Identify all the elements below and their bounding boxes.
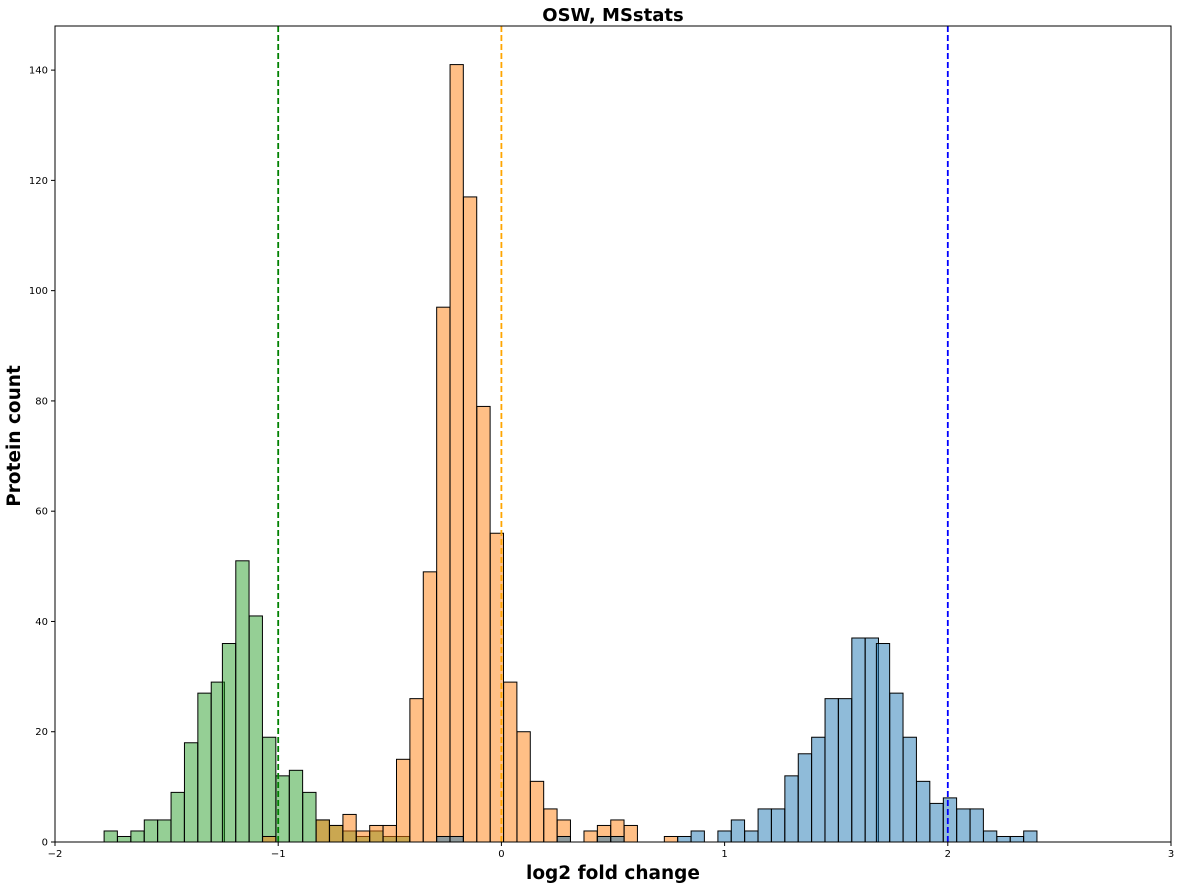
histogram-bar <box>422 571 438 843</box>
y-tick-label: 100 <box>29 286 48 297</box>
histogram-bar <box>342 813 357 843</box>
histogram-bar <box>262 736 277 843</box>
histogram-bar <box>476 405 491 843</box>
histogram-bar <box>623 824 638 843</box>
y-axis-label: Protein count <box>4 365 25 507</box>
histogram-bar <box>396 758 411 843</box>
histogram-bar <box>744 830 759 843</box>
histogram-bar <box>235 560 250 843</box>
histogram-bar <box>690 830 705 843</box>
histogram-bar <box>824 698 839 843</box>
histogram-bar <box>302 791 317 843</box>
histogram-bar <box>784 775 799 843</box>
histogram-bar <box>663 835 679 843</box>
histogram-bar <box>329 824 344 843</box>
histogram-bar <box>503 681 518 843</box>
histogram-bar <box>436 306 451 843</box>
histogram-bar <box>996 835 1011 843</box>
x-tick-label: −2 <box>48 849 63 860</box>
histogram-bar <box>103 830 118 843</box>
histogram-bar <box>851 637 866 843</box>
histogram-bar <box>197 692 212 843</box>
histogram-bar <box>130 830 145 843</box>
histogram-bar <box>369 824 384 843</box>
histogram-bar <box>143 819 159 843</box>
histogram-bar <box>315 819 330 843</box>
histogram-bar <box>942 797 958 843</box>
chart-title: OSW, MSstats <box>542 5 683 26</box>
y-tick-label: 140 <box>29 66 48 77</box>
histogram-bar <box>730 819 746 843</box>
histogram-bar <box>889 692 904 843</box>
y-tick-label: 0 <box>42 838 48 849</box>
histogram-bar <box>355 830 371 843</box>
reference-lines-layer <box>277 26 949 842</box>
x-tick-label: 2 <box>945 849 951 860</box>
x-tick-label: 0 <box>498 849 504 860</box>
histogram-bar <box>382 824 397 843</box>
histogram-bar <box>610 835 625 843</box>
x-ticks-layer: −2 −1 0 1 2 3 <box>48 842 1174 860</box>
histogram-bar <box>1023 830 1038 843</box>
histogram-bar <box>556 835 571 843</box>
histogram-bar <box>717 830 732 843</box>
histogram-bar <box>449 64 464 843</box>
bars-layer <box>103 64 1038 843</box>
histogram-bar <box>596 835 612 843</box>
x-axis-label: log2 fold change <box>526 863 700 884</box>
histogram-bar <box>956 808 971 843</box>
x-tick-label: 1 <box>721 849 727 860</box>
histogram-bar <box>837 698 853 843</box>
histogram-bar <box>811 736 826 843</box>
histogram-bar <box>262 835 277 843</box>
histogram-bar <box>969 808 984 843</box>
histogram-bar <box>757 808 772 843</box>
histogram-bar <box>221 643 237 843</box>
histogram-bar <box>875 643 891 843</box>
y-tick-label: 120 <box>29 176 48 187</box>
histogram-bar <box>677 835 692 843</box>
y-tick-label: 60 <box>35 507 48 518</box>
histogram-bar <box>436 835 451 843</box>
histogram-bar <box>916 780 931 843</box>
histogram-bar <box>157 819 172 843</box>
histogram-bar <box>462 196 478 843</box>
histogram-bar <box>583 830 598 843</box>
histogram-bar <box>516 731 531 843</box>
x-tick-label: −1 <box>271 849 286 860</box>
histogram-bar <box>929 802 944 843</box>
histogram-bar <box>183 742 199 843</box>
histogram-bar <box>770 808 786 843</box>
histogram-bar <box>529 780 545 843</box>
y-tick-label: 80 <box>35 396 48 407</box>
histogram-bar <box>117 835 132 843</box>
y-tick-label: 20 <box>35 727 48 738</box>
y-ticks-layer: 0 20 40 60 80 100 120 140 <box>29 66 55 849</box>
histogram-bar <box>409 698 424 843</box>
histogram-bar <box>797 753 813 843</box>
histogram-bar <box>983 830 998 843</box>
histogram-bar <box>543 808 558 843</box>
histogram-bar <box>449 835 464 843</box>
histogram-bar <box>288 769 304 843</box>
histogram-bar <box>902 736 917 843</box>
histogram-bar <box>170 791 185 843</box>
y-tick-label: 40 <box>35 617 48 628</box>
x-tick-label: 3 <box>1168 849 1174 860</box>
histogram-bar <box>1009 835 1025 843</box>
plot-frame <box>54 25 1172 843</box>
histogram-bar <box>248 615 263 843</box>
